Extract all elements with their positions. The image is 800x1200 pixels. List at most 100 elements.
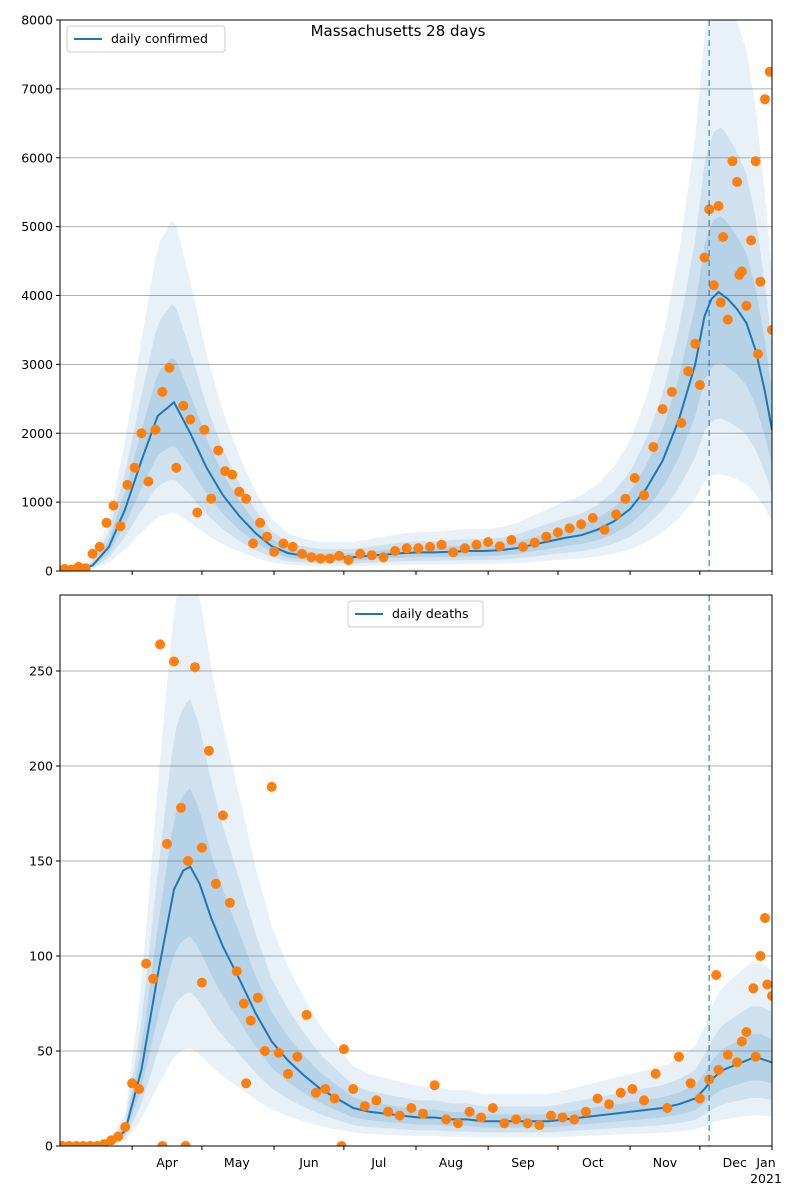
- data-point: [134, 1084, 145, 1094]
- data-point: [611, 509, 622, 520]
- data-point: [483, 537, 494, 548]
- data-point: [120, 1122, 131, 1132]
- data-point: [355, 548, 366, 559]
- top-legend: daily confirmed: [66, 25, 226, 53]
- data-point: [576, 519, 587, 530]
- data-point: [764, 66, 772, 77]
- data-point: [283, 1068, 293, 1079]
- bottom-uncertainty-bands: [60, 595, 772, 1146]
- top-scatter-points: [60, 66, 772, 571]
- data-point: [627, 1084, 638, 1094]
- data-point: [425, 541, 435, 552]
- data-point: [269, 546, 280, 557]
- data-point: [176, 802, 186, 813]
- data-point: [157, 386, 168, 397]
- data-point: [732, 176, 743, 187]
- data-point: [87, 548, 98, 559]
- data-point: [546, 1110, 556, 1121]
- data-point: [378, 552, 389, 563]
- data-point: [171, 462, 182, 473]
- data-point: [722, 1049, 733, 1060]
- data-point: [708, 280, 719, 291]
- data-point: [196, 842, 207, 853]
- data-point: [615, 1087, 626, 1098]
- data-point: [418, 1108, 428, 1119]
- data-point: [162, 838, 172, 849]
- data-point: [227, 469, 238, 480]
- data-point: [406, 1103, 417, 1113]
- data-point: [529, 537, 540, 548]
- data-point: [366, 550, 377, 561]
- data-point: [662, 1103, 673, 1113]
- data-point: [746, 235, 757, 246]
- data-point: [506, 535, 517, 545]
- y-tick-label: 200: [29, 759, 53, 774]
- data-point: [734, 269, 745, 280]
- data-point: [338, 1044, 349, 1055]
- data-point: [580, 1106, 591, 1117]
- y-tick-label: 150: [29, 854, 53, 869]
- x-tick-label: Jul: [370, 1155, 386, 1170]
- data-point: [248, 538, 259, 549]
- data-point: [259, 1046, 270, 1056]
- data-point: [676, 417, 687, 428]
- y-tick-label: 2000: [21, 426, 53, 441]
- data-point: [343, 555, 354, 565]
- data-point: [348, 1084, 359, 1094]
- data-point: [592, 1093, 603, 1104]
- data-point: [192, 507, 203, 518]
- x-tick-label: Oct: [582, 1155, 604, 1170]
- data-point: [148, 973, 159, 984]
- data-point: [755, 276, 766, 287]
- data-point: [217, 810, 228, 821]
- data-point: [266, 781, 277, 792]
- y-tick-label: 4000: [21, 288, 53, 303]
- data-point: [683, 366, 694, 377]
- data-point: [234, 486, 245, 497]
- data-point: [604, 1099, 615, 1110]
- data-point: [552, 527, 563, 538]
- data-point: [511, 1114, 522, 1125]
- data-point: [599, 524, 610, 535]
- data-point: [185, 414, 196, 425]
- data-point: [413, 543, 424, 554]
- data-point: [238, 998, 249, 1009]
- data-point: [371, 1095, 382, 1106]
- bottom-legend: daily deaths: [347, 600, 484, 628]
- top-y-ticks: 0 1000 2000 3000 4000 5000 6000 7000 8000: [21, 13, 60, 579]
- y-tick-label: 250: [29, 664, 53, 679]
- data-point: [210, 878, 221, 889]
- data-point: [722, 314, 733, 325]
- x-tick-label: Apr: [156, 1155, 178, 1170]
- data-point: [564, 523, 575, 534]
- data-point: [80, 563, 91, 571]
- top-legend-label: daily confirmed: [111, 31, 208, 46]
- data-point: [476, 1112, 487, 1123]
- data-point: [390, 546, 401, 556]
- data-point: [241, 1078, 252, 1089]
- y-tick-label: 50: [37, 1044, 53, 1059]
- data-point: [767, 324, 772, 335]
- uncertainty-band-1: [60, 595, 772, 1146]
- data-point: [231, 966, 242, 977]
- data-point: [310, 1087, 321, 1098]
- data-point: [459, 543, 470, 554]
- data-point: [292, 1051, 303, 1062]
- data-point: [620, 493, 631, 504]
- data-point: [224, 897, 235, 908]
- data-point: [732, 1057, 743, 1068]
- data-point: [429, 1080, 440, 1091]
- y-tick-label: 5000: [21, 219, 53, 234]
- x-tick-label: Aug: [439, 1155, 463, 1170]
- data-point: [699, 252, 710, 263]
- data-point: [169, 656, 179, 667]
- data-point: [196, 977, 207, 988]
- data-point: [164, 362, 175, 373]
- data-point: [694, 380, 705, 390]
- bottom-y-ticks: 0 50 100 150 200 250: [29, 664, 60, 1154]
- data-point: [320, 1084, 331, 1094]
- data-point: [718, 232, 729, 242]
- data-point: [452, 1118, 463, 1129]
- uncertainty-band-1: [60, 20, 772, 571]
